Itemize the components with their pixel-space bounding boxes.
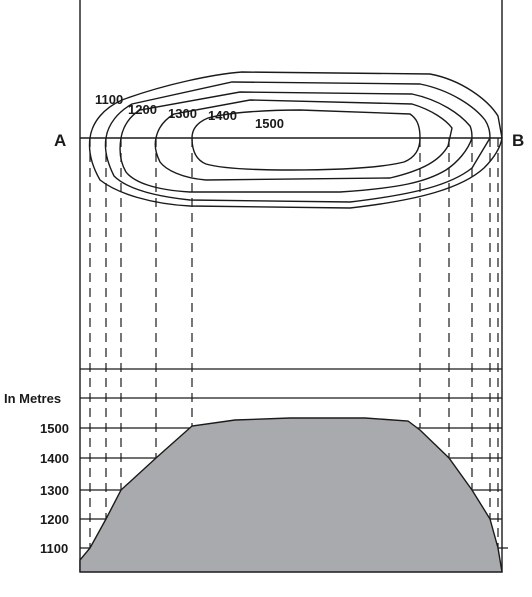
contour-1300 (119, 91, 473, 193)
height-label-1500: 1500 (40, 421, 69, 436)
section-end-label: B (512, 131, 524, 150)
contour-label-1100: 1100 (95, 92, 123, 107)
height-scale: In Metres 1500 1400 1300 1200 1100 (4, 391, 69, 556)
contour-1400 (154, 99, 453, 181)
height-label-1400: 1400 (40, 451, 69, 466)
cross-section-profile (79, 417, 503, 573)
contour-1500 (191, 109, 421, 171)
contour-1200 (104, 81, 491, 203)
height-label-1300: 1300 (40, 483, 69, 498)
contour-label-1200: 1200 (128, 102, 157, 117)
section-start-label: A (54, 131, 66, 150)
height-unit-label: In Metres (4, 391, 61, 406)
contour-lines (88, 71, 503, 209)
projection-lines (89, 138, 499, 548)
contour-labels: 1100 1200 1300 1400 1500 (95, 92, 284, 131)
contour-label-1300: 1300 (168, 106, 197, 121)
contour-label-1400: 1400 (208, 108, 237, 123)
height-label-1200: 1200 (40, 512, 69, 527)
height-label-1100: 1100 (40, 541, 68, 556)
contour-label-1500: 1500 (255, 116, 284, 131)
